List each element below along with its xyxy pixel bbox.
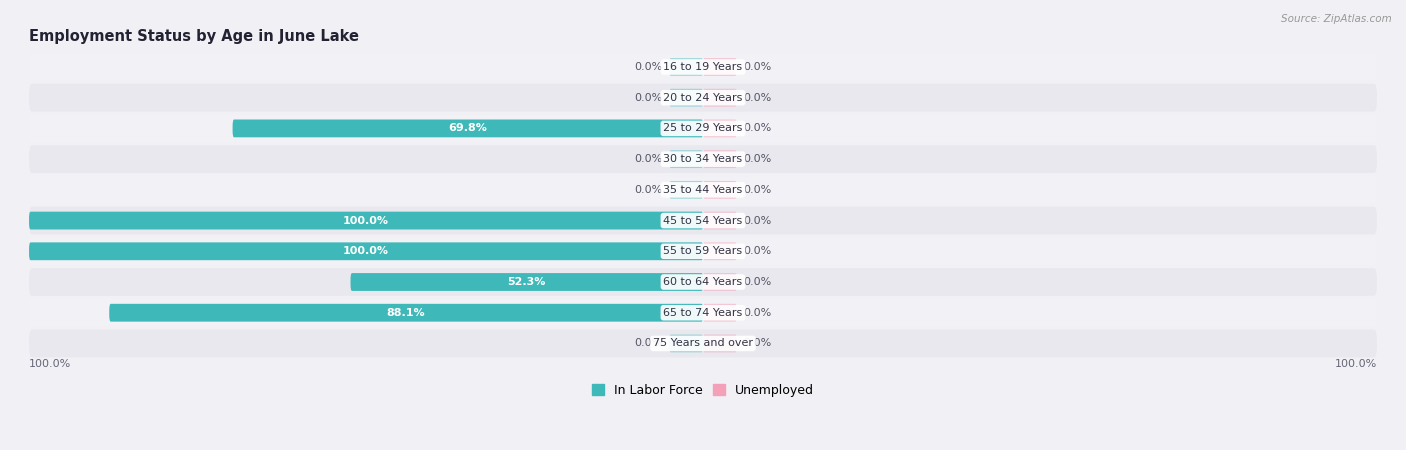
Text: 30 to 34 Years: 30 to 34 Years xyxy=(664,154,742,164)
FancyBboxPatch shape xyxy=(30,238,1376,265)
FancyBboxPatch shape xyxy=(669,89,703,107)
Text: 20 to 24 Years: 20 to 24 Years xyxy=(664,93,742,103)
FancyBboxPatch shape xyxy=(232,120,703,137)
FancyBboxPatch shape xyxy=(30,207,1376,234)
FancyBboxPatch shape xyxy=(669,150,703,168)
FancyBboxPatch shape xyxy=(30,145,1376,173)
Text: 0.0%: 0.0% xyxy=(744,123,772,133)
Text: 0.0%: 0.0% xyxy=(744,185,772,195)
Text: 100.0%: 100.0% xyxy=(343,246,389,256)
Text: 0.0%: 0.0% xyxy=(634,93,662,103)
Text: 65 to 74 Years: 65 to 74 Years xyxy=(664,308,742,318)
FancyBboxPatch shape xyxy=(703,212,737,230)
FancyBboxPatch shape xyxy=(30,299,1376,327)
Text: 100.0%: 100.0% xyxy=(343,216,389,225)
Text: 75 Years and over: 75 Years and over xyxy=(652,338,754,348)
FancyBboxPatch shape xyxy=(30,268,1376,296)
Text: 0.0%: 0.0% xyxy=(744,277,772,287)
Text: 55 to 59 Years: 55 to 59 Years xyxy=(664,246,742,256)
Text: 0.0%: 0.0% xyxy=(634,62,662,72)
Text: 45 to 54 Years: 45 to 54 Years xyxy=(664,216,742,225)
Text: 52.3%: 52.3% xyxy=(508,277,546,287)
Text: 0.0%: 0.0% xyxy=(744,154,772,164)
FancyBboxPatch shape xyxy=(30,84,1376,112)
Text: 0.0%: 0.0% xyxy=(744,216,772,225)
Text: 69.8%: 69.8% xyxy=(449,123,488,133)
FancyBboxPatch shape xyxy=(110,304,703,322)
FancyBboxPatch shape xyxy=(703,243,737,260)
FancyBboxPatch shape xyxy=(669,58,703,76)
FancyBboxPatch shape xyxy=(30,330,1376,357)
FancyBboxPatch shape xyxy=(703,273,737,291)
Text: 0.0%: 0.0% xyxy=(744,93,772,103)
Text: 25 to 29 Years: 25 to 29 Years xyxy=(664,123,742,133)
Text: 35 to 44 Years: 35 to 44 Years xyxy=(664,185,742,195)
Text: 0.0%: 0.0% xyxy=(634,338,662,348)
Text: 0.0%: 0.0% xyxy=(634,185,662,195)
Text: 0.0%: 0.0% xyxy=(744,246,772,256)
Text: 0.0%: 0.0% xyxy=(744,338,772,348)
Legend: In Labor Force, Unemployed: In Labor Force, Unemployed xyxy=(586,379,820,402)
Text: 100.0%: 100.0% xyxy=(1334,359,1376,369)
Text: 16 to 19 Years: 16 to 19 Years xyxy=(664,62,742,72)
Text: 100.0%: 100.0% xyxy=(30,359,72,369)
FancyBboxPatch shape xyxy=(703,120,737,137)
FancyBboxPatch shape xyxy=(703,181,737,199)
FancyBboxPatch shape xyxy=(669,181,703,199)
Text: 0.0%: 0.0% xyxy=(744,62,772,72)
Text: 0.0%: 0.0% xyxy=(744,308,772,318)
Text: Employment Status by Age in June Lake: Employment Status by Age in June Lake xyxy=(30,28,359,44)
FancyBboxPatch shape xyxy=(30,53,1376,81)
Text: 0.0%: 0.0% xyxy=(634,154,662,164)
Text: 60 to 64 Years: 60 to 64 Years xyxy=(664,277,742,287)
Text: 88.1%: 88.1% xyxy=(387,308,426,318)
FancyBboxPatch shape xyxy=(350,273,703,291)
FancyBboxPatch shape xyxy=(30,176,1376,204)
FancyBboxPatch shape xyxy=(703,150,737,168)
FancyBboxPatch shape xyxy=(30,212,703,230)
FancyBboxPatch shape xyxy=(30,243,703,260)
FancyBboxPatch shape xyxy=(30,115,1376,142)
Text: Source: ZipAtlas.com: Source: ZipAtlas.com xyxy=(1281,14,1392,23)
FancyBboxPatch shape xyxy=(703,58,737,76)
FancyBboxPatch shape xyxy=(703,334,737,352)
FancyBboxPatch shape xyxy=(703,304,737,322)
FancyBboxPatch shape xyxy=(703,89,737,107)
FancyBboxPatch shape xyxy=(669,334,703,352)
